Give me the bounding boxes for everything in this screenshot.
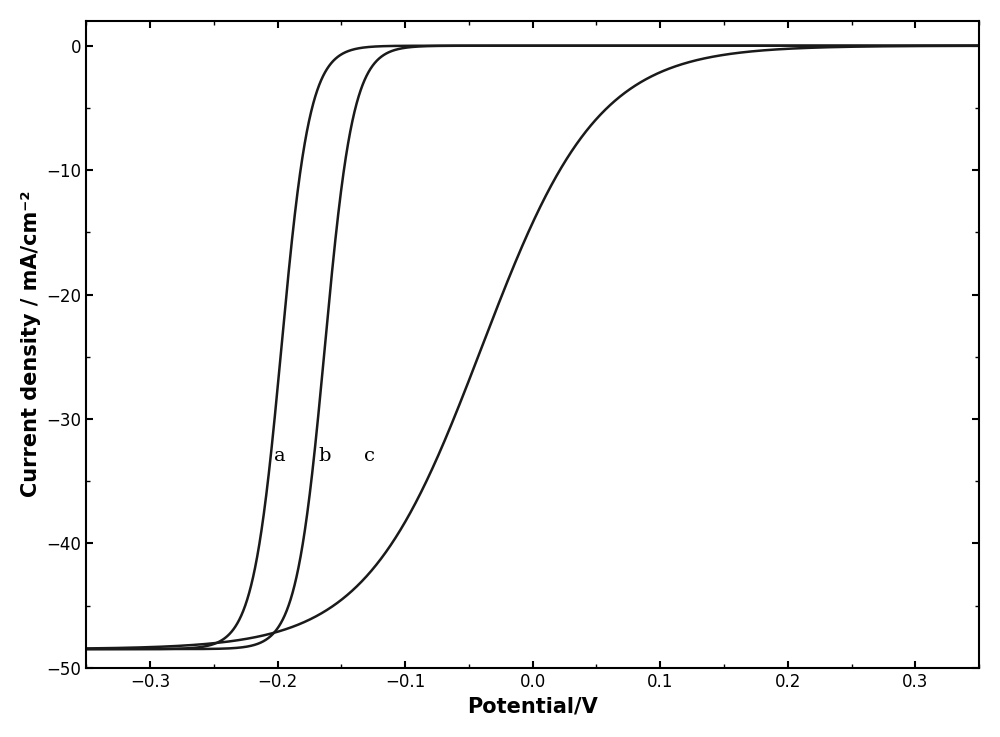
X-axis label: Potential/V: Potential/V [467, 696, 598, 716]
Y-axis label: Current density / mA/cm⁻²: Current density / mA/cm⁻² [21, 191, 41, 497]
Text: a: a [274, 447, 286, 465]
Text: b: b [319, 447, 331, 465]
Text: c: c [364, 447, 375, 465]
